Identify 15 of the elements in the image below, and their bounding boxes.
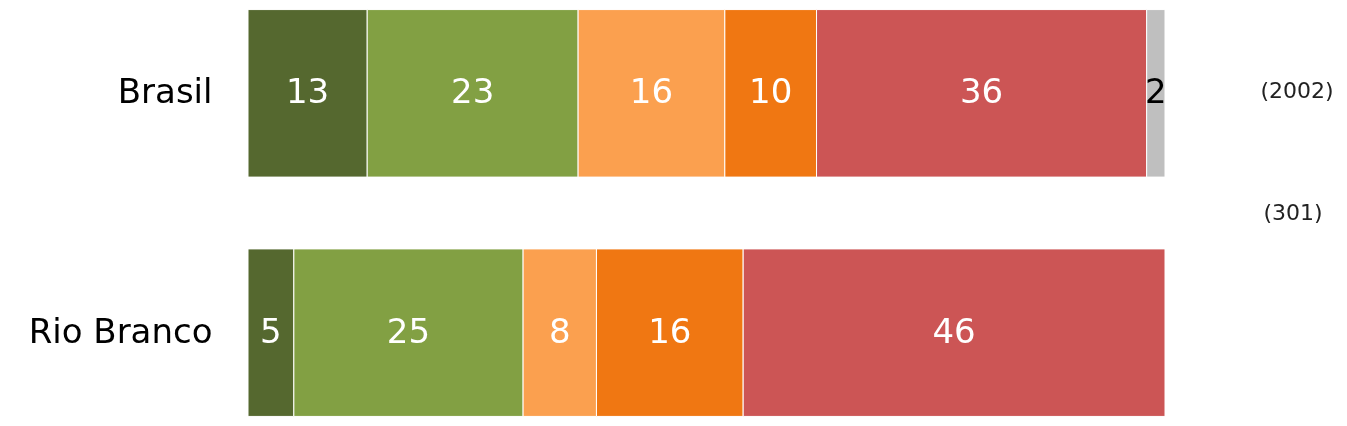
data-label: 13	[285, 71, 330, 112]
data-label: 23	[451, 71, 495, 112]
data-label: 10	[749, 71, 793, 112]
data-label: 46	[932, 310, 976, 351]
data-label: 2	[1145, 71, 1167, 112]
data-label: 5	[260, 310, 282, 351]
data-label: 36	[959, 71, 1004, 112]
y-tick-label: Rio Branco	[28, 310, 213, 351]
y-tick-label: Brasil	[117, 71, 213, 112]
text: (2002)	[1260, 77, 1334, 103]
data-label: 8	[548, 310, 571, 351]
data-label: 16	[648, 310, 692, 351]
data-label: 25	[386, 310, 431, 351]
data-label: 16	[629, 71, 674, 112]
text: (301)	[1263, 199, 1323, 225]
